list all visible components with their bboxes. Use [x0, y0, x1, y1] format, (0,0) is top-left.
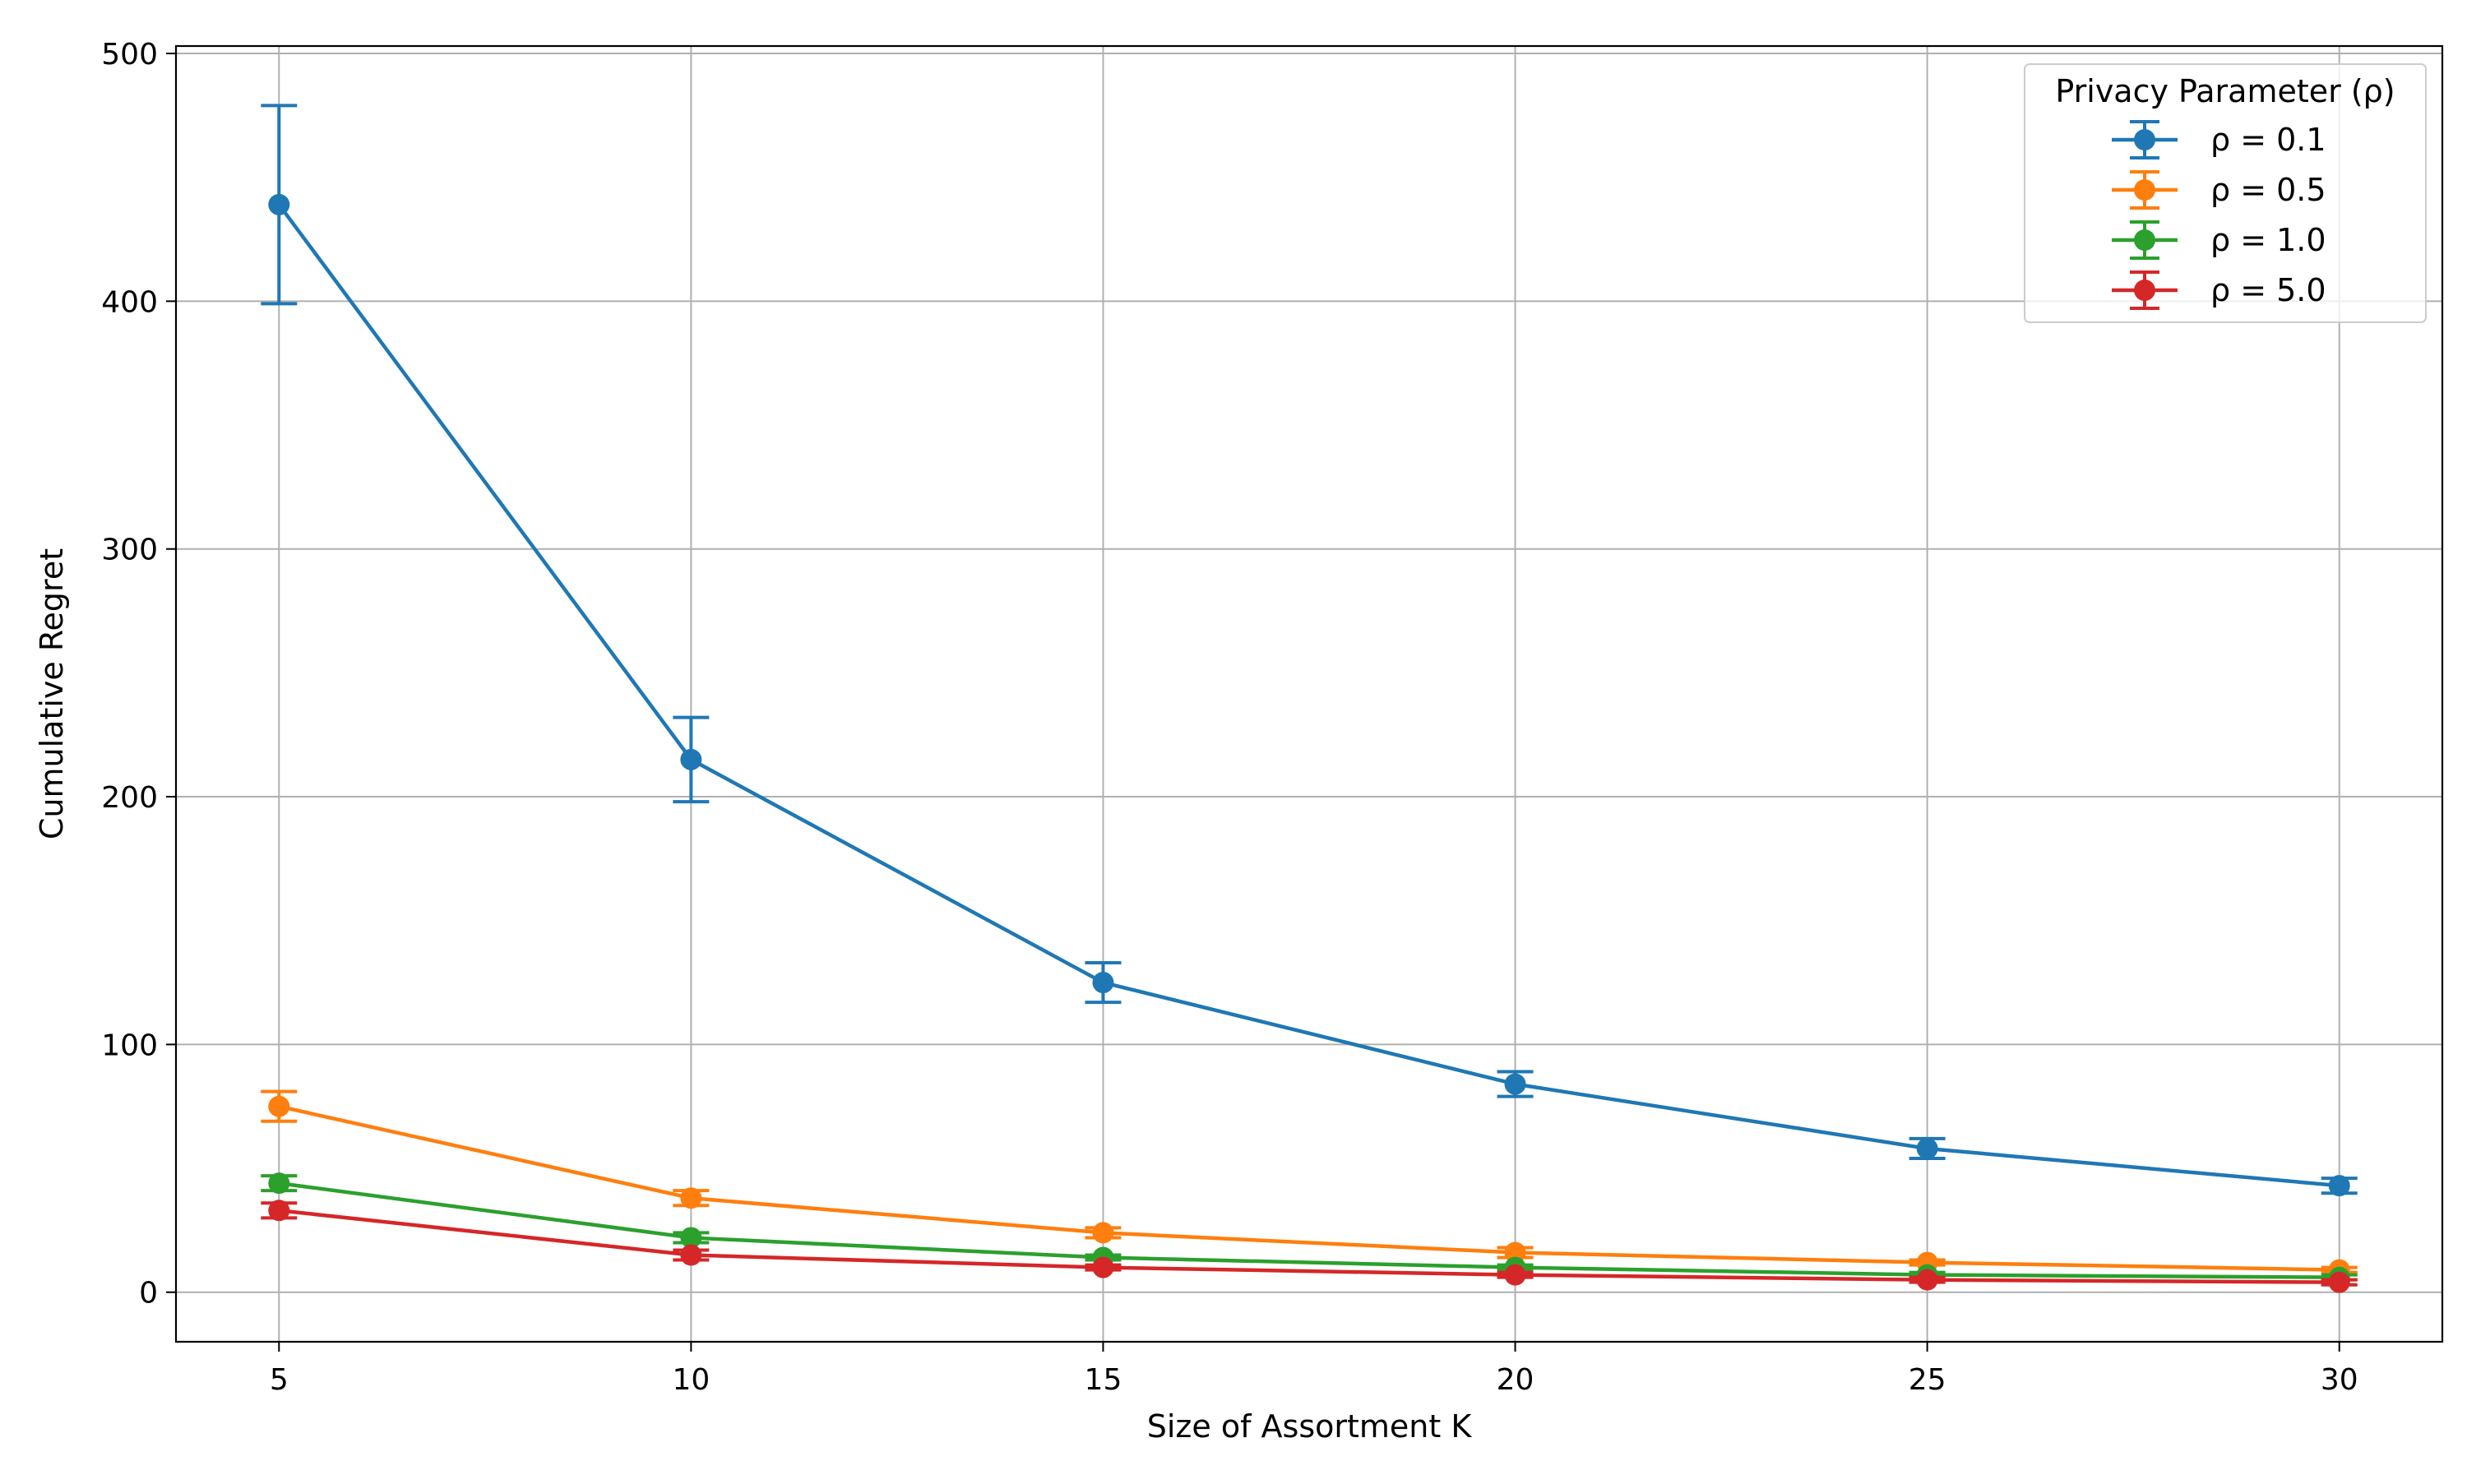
- series-line: [279, 1209, 2340, 1284]
- legend-entry: ρ = 0.1: [2112, 120, 2326, 159]
- legend-marker: [2134, 129, 2155, 150]
- series-line: [278, 1104, 2340, 1272]
- data-point: [1916, 1269, 1938, 1291]
- data-point: [1092, 972, 1114, 994]
- series-3: [261, 1200, 2358, 1293]
- data-point: [1504, 1264, 1526, 1286]
- data-point: [2328, 1175, 2350, 1197]
- y-tick-label: 0: [139, 1277, 158, 1311]
- legend-title: Privacy Parameter (ρ): [2055, 73, 2395, 109]
- data-point: [2328, 1271, 2350, 1293]
- y-tick-label: 400: [101, 285, 158, 319]
- x-tick-label: 25: [1909, 1363, 1946, 1397]
- series-line: [278, 1181, 2340, 1279]
- x-tick-label: 30: [2321, 1363, 2358, 1397]
- series-line: [277, 203, 2340, 1188]
- legend: Privacy Parameter (ρ) ρ = 0.1ρ = 0.5ρ = …: [2024, 63, 2427, 323]
- data-point: [268, 1095, 290, 1117]
- data-point: [1092, 1256, 1114, 1278]
- x-tick-label: 10: [672, 1363, 710, 1397]
- y-axis-label: Cumulative Regret: [34, 548, 70, 839]
- legend-marker: [2134, 280, 2155, 301]
- legend-label: ρ = 5.0: [2210, 272, 2326, 308]
- y-tick-label: 300: [101, 534, 158, 567]
- legend-entry: ρ = 1.0: [2112, 220, 2326, 260]
- data-point: [680, 748, 702, 770]
- data-point: [268, 1172, 290, 1195]
- y-tick-label: 100: [101, 1029, 158, 1062]
- legend-marker: [2134, 229, 2155, 251]
- series-layer: [261, 104, 2358, 1293]
- legend-label: ρ = 0.1: [2210, 122, 2326, 158]
- data-point: [1504, 1073, 1526, 1095]
- legend-box: [2024, 63, 2427, 323]
- data-point: [680, 1227, 702, 1249]
- data-point: [680, 1244, 702, 1266]
- legend-label: ρ = 1.0: [2210, 222, 2326, 258]
- data-point: [1092, 1222, 1114, 1244]
- legend-entries: ρ = 0.1 ρ = 0.5 ρ = 1.0 ρ = 5.0: [2112, 120, 2326, 310]
- series-1: [261, 1089, 2358, 1281]
- data-point: [1916, 1137, 1938, 1159]
- plot-frame: [174, 44, 2444, 1343]
- data-point: [680, 1187, 702, 1209]
- y-tick-label: 200: [101, 781, 158, 815]
- legend-entry: ρ = 5.0: [2112, 270, 2326, 310]
- data-point: [268, 1200, 290, 1222]
- data-point: [268, 193, 290, 215]
- x-tick-label: 15: [1085, 1363, 1122, 1397]
- legend-marker: [2134, 179, 2155, 201]
- series-0: [261, 104, 2358, 1197]
- x-tick-label: 5: [270, 1363, 289, 1397]
- x-tick-label: 20: [1497, 1363, 1534, 1397]
- y-tick-label: 500: [101, 38, 158, 72]
- legend-label: ρ = 0.5: [2210, 172, 2326, 208]
- data-point: [1504, 1241, 1526, 1264]
- legend-entry: ρ = 0.5: [2112, 170, 2326, 210]
- x-axis-label: Size of Assortment K: [1147, 1408, 1473, 1445]
